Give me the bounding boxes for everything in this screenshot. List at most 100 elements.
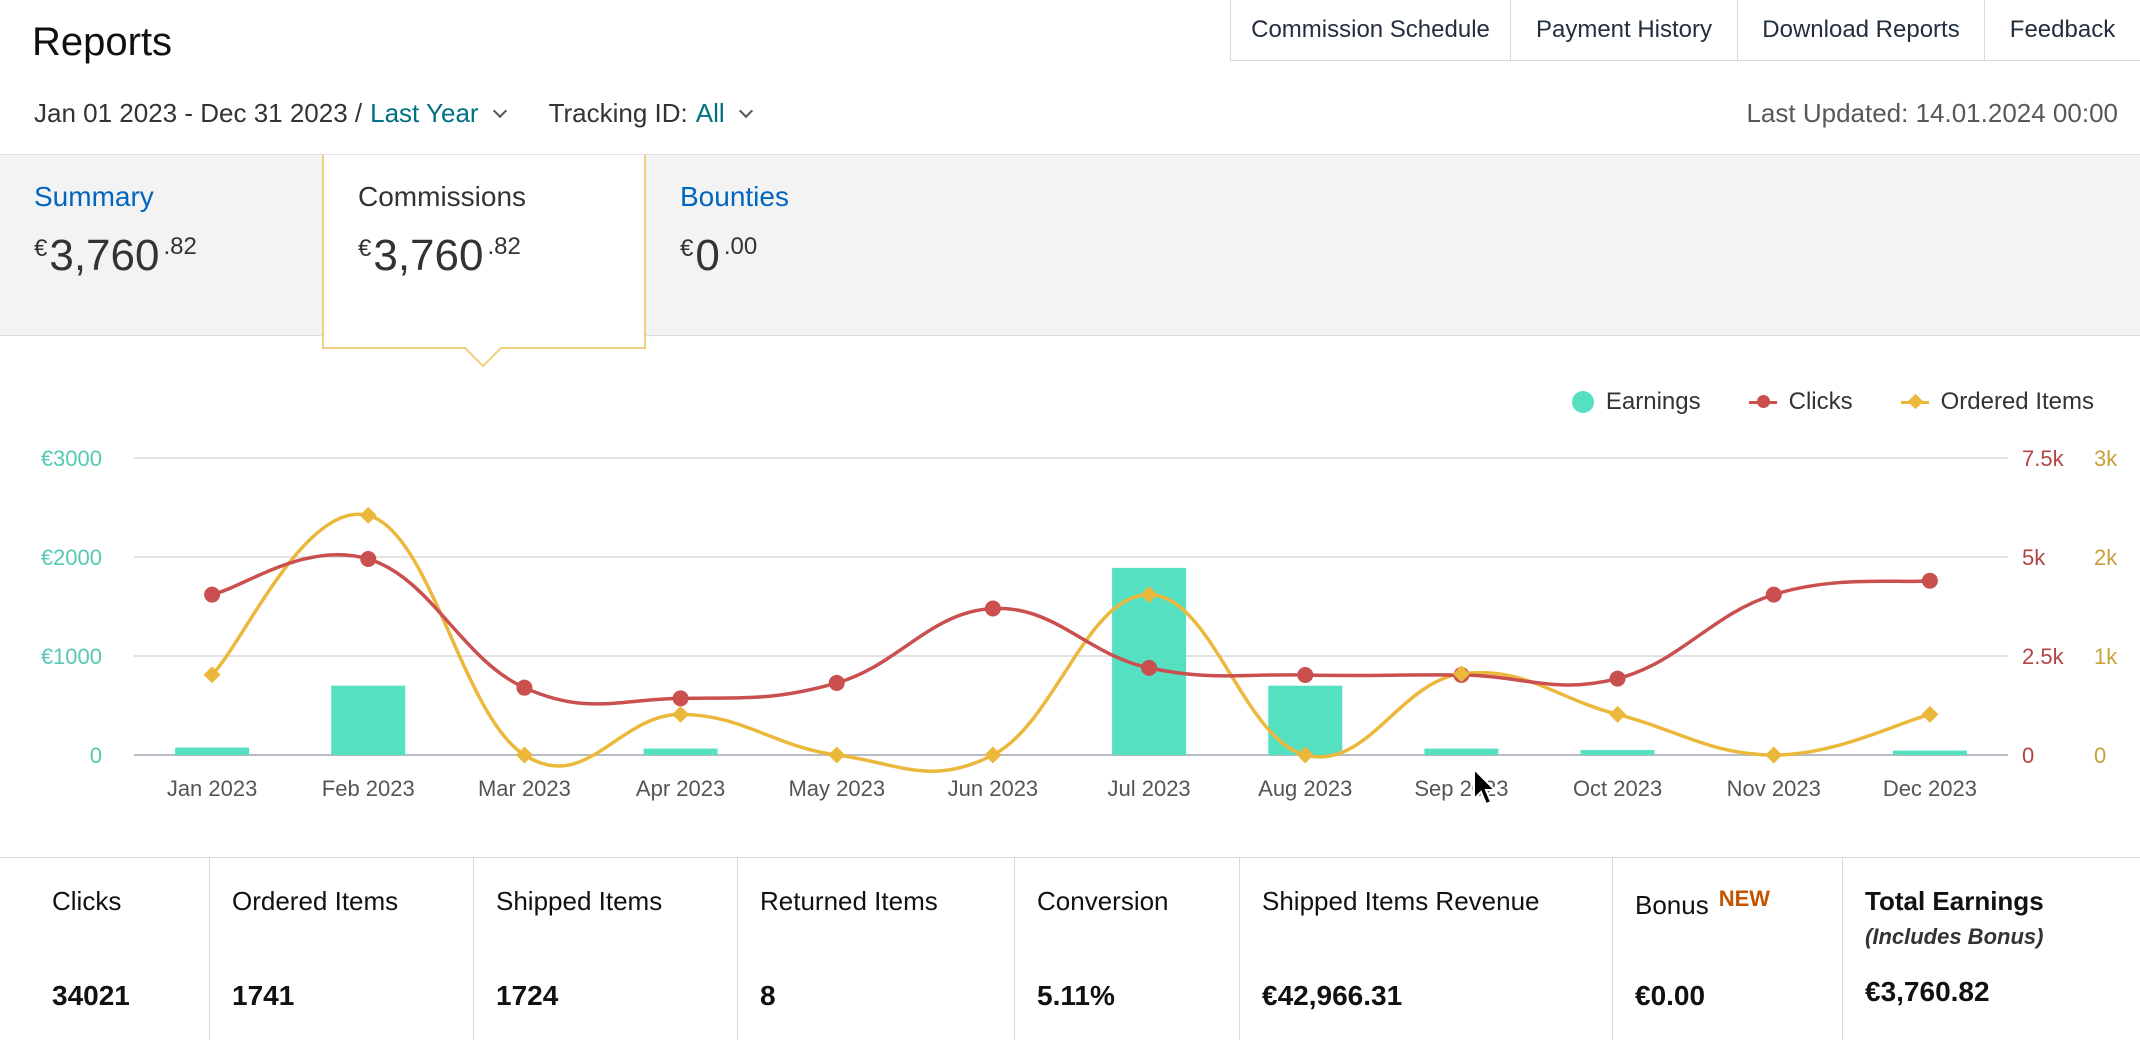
legend-earnings[interactable]: Earnings (1571, 388, 1701, 416)
ordered-items-point (515, 746, 533, 764)
stat-clicks: Clicks 34021 (0, 858, 210, 1040)
x-tick-label: May 2023 (788, 776, 885, 801)
stat-label: Ordered Items (232, 886, 399, 916)
x-tick-label: Nov 2023 (1727, 776, 1821, 801)
clicks-point (984, 600, 1001, 617)
clicks-point (1765, 586, 1782, 603)
chart-svg: 0 €1000 €2000 €3000 0 2.5k 5k 7.5k 0 1k 2k 3k Jan 20… (41, 446, 2118, 801)
ordered-items-point (1452, 665, 1470, 683)
stat-value: 34021 (52, 980, 130, 1011)
ordered-items-point (672, 705, 690, 723)
stat-value: 5.11% (1037, 980, 1115, 1011)
ordered-items-point (203, 666, 221, 684)
y-right-items-tick-label: 1k (2094, 644, 2118, 669)
y-left-tick-label: €3000 (41, 446, 102, 471)
clicks-point (828, 674, 845, 691)
y-left-tick-label: €2000 (41, 545, 102, 570)
ordered-items-point (1921, 705, 1939, 723)
y-right-clicks-tick-label: 7.5k (2022, 446, 2065, 471)
amount-cents: .00 (723, 233, 758, 260)
earnings-bar (1892, 750, 1967, 755)
top-links: Commission Schedule Payment History Down… (1230, 0, 2140, 61)
ordered-items-swatch (1900, 393, 1929, 409)
stat-value: €3,760.82 (1865, 976, 1990, 1007)
currency-symbol: € (358, 235, 372, 262)
y-right-clicks-tick-label: 2.5k (2022, 644, 2065, 669)
x-tick-label: Apr 2023 (636, 776, 725, 801)
page-title: Reports (32, 20, 173, 64)
earnings-bar (331, 685, 406, 755)
chevron-down-icon[interactable] (492, 103, 507, 118)
tab-bounties-label[interactable]: Bounties (680, 181, 789, 212)
legend-ordered-items[interactable]: Ordered Items (1900, 388, 2094, 416)
tab-summary-label[interactable]: Summary (34, 181, 154, 212)
stat-label: Conversion (1037, 886, 1169, 916)
y-right-items-tick-label: 2k (2094, 545, 2118, 570)
legend-ordered-items-label: Ordered Items (1940, 388, 2094, 415)
stat-label: Total Earnings (1865, 886, 2044, 916)
commission-schedule-link[interactable]: Commission Schedule (1231, 0, 1511, 60)
stat-sublabel: (Includes Bonus) (1865, 924, 2044, 949)
currency-symbol: € (34, 235, 48, 262)
amount-whole: 0 (695, 231, 720, 280)
currency-symbol: € (680, 235, 694, 262)
tab-bounties[interactable]: Bounties € 0 .00 (646, 155, 966, 337)
clicks-point (360, 550, 377, 567)
y-left-tick-label: €1000 (41, 644, 102, 669)
stat-value: €42,966.31 (1262, 980, 1403, 1011)
amount-cents: .82 (487, 233, 521, 260)
x-tick-label: Oct 2023 (1573, 776, 1662, 801)
amount-whole: 3,760 (373, 231, 484, 280)
bonus-label: Bonus (1635, 890, 1709, 920)
stat-bonus: Bonus NEW €0.00 (1613, 858, 1843, 1040)
payment-history-link[interactable]: Payment History (1511, 0, 1738, 60)
ordered-items-point (359, 506, 377, 524)
stat-shipped-items-revenue: Shipped Items Revenue €42,966.31 (1240, 858, 1613, 1040)
stat-label: Shipped Items Revenue (1262, 886, 1540, 916)
stat-value: €0.00 (1635, 980, 1706, 1011)
ordered-items-line (210, 512, 1931, 773)
clicks-point (1921, 572, 1938, 589)
ordered-items-point (1296, 746, 1314, 764)
stat-returned-items: Returned Items 8 (738, 858, 1015, 1040)
last-updated: Last Updated: 14.01.2024 00:00 (1746, 98, 2118, 128)
chart-legend: Earnings Clicks Ordered Items (1524, 388, 2094, 416)
earnings-bar (1268, 685, 1343, 755)
clicks-point (204, 586, 221, 603)
x-tick-label: Jun 2023 (948, 776, 1039, 801)
earnings-bar (1424, 748, 1499, 755)
tracking-id-dropdown[interactable]: All (695, 98, 725, 128)
ordered-items-point (1609, 705, 1627, 723)
feedback-link[interactable]: Feedback (2009, 16, 2116, 43)
mouse-pointer-icon (1473, 767, 1498, 806)
date-range-text: Jan 01 2023 - Dec 31 2023 / (34, 98, 363, 128)
legend-clicks[interactable]: Clicks (1748, 388, 1853, 416)
stat-label: Returned Items (760, 886, 938, 916)
x-tick-label: Jan 2023 (167, 776, 258, 801)
report-tabs: Summary € 3,760 .82 Commissions € 3,760 … (0, 154, 2140, 349)
tab-commissions[interactable]: Commissions € 3,760 .82 (322, 155, 646, 349)
y-left-tick-label: 0 (90, 743, 102, 768)
download-reports-link[interactable]: Download Reports (1738, 0, 1985, 60)
stat-label: Clicks (52, 886, 122, 916)
tab-summary[interactable]: Summary € 3,760 .82 (0, 155, 322, 337)
amount-cents: .82 (163, 233, 197, 260)
clicks-point (1609, 670, 1626, 687)
earnings-bar (643, 748, 718, 755)
stat-ordered-items: Ordered Items 1741 (210, 858, 474, 1040)
x-tick-label: Mar 2023 (478, 776, 571, 801)
tracking-id-label: Tracking ID: (548, 98, 688, 128)
y-right-clicks-tick-label: 0 (2022, 743, 2034, 768)
stat-value: 1724 (496, 980, 559, 1011)
earnings-swatch (1571, 391, 1594, 413)
clicks-swatch (1748, 394, 1777, 408)
earnings-bar (175, 747, 250, 755)
legend-clicks-label: Clicks (1788, 388, 1853, 415)
x-tick-label: Feb 2023 (322, 776, 415, 801)
stat-value: 8 (760, 980, 776, 1011)
date-preset-dropdown[interactable]: Last Year (370, 98, 479, 128)
ordered-items-point (828, 746, 846, 764)
chevron-down-icon[interactable] (738, 103, 753, 118)
filter-row: Jan 01 2023 - Dec 31 2023 / Last Year Tr… (34, 98, 761, 129)
